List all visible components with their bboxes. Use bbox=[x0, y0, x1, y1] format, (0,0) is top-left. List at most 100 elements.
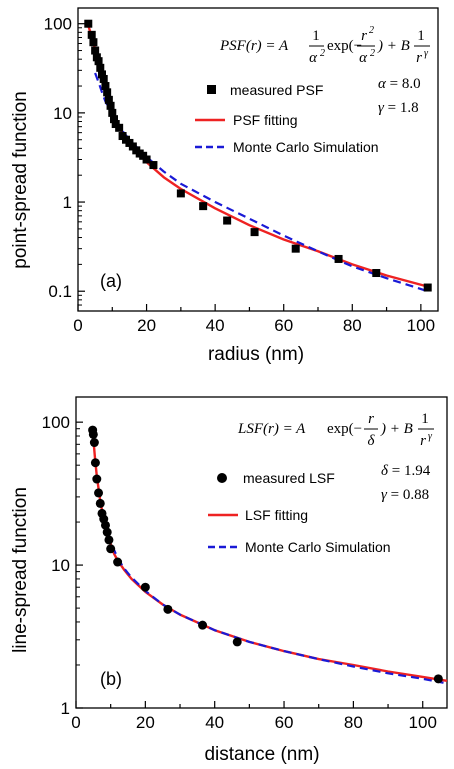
measured-point bbox=[92, 474, 102, 484]
eq-b-frac2-num: r bbox=[368, 411, 374, 427]
y-tick-label: 1 bbox=[63, 193, 72, 212]
x-tick-label: 80 bbox=[343, 316, 362, 335]
y-tick-label: 1 bbox=[61, 699, 70, 718]
param-a-alpha: α = 8.0 bbox=[378, 76, 421, 92]
panel-a-equation: PSF(r) = A 1 α 2 exp(− r 2 α 2 ) + B 1 r… bbox=[219, 25, 430, 66]
eq-b-frac3-den-exp: γ bbox=[428, 431, 433, 442]
eq-b-lhs: LSF(r) = A bbox=[237, 421, 306, 437]
measured-point bbox=[88, 429, 98, 439]
eq-a-frac3-den-exp: γ bbox=[424, 48, 429, 59]
legend-a-measured-label: measured PSF bbox=[230, 82, 323, 98]
eq-b-func: exp(− bbox=[327, 421, 362, 437]
y-tick-label: 100 bbox=[42, 413, 70, 432]
panel-b-label: (b) bbox=[100, 669, 122, 689]
measured-point bbox=[176, 189, 185, 198]
measured-point bbox=[140, 582, 150, 592]
eq-a-close: ) + B bbox=[377, 38, 410, 54]
measured-point bbox=[89, 438, 99, 448]
panel-b-ylabel: line-spread function bbox=[10, 487, 31, 653]
y-tick-label: 10 bbox=[51, 556, 70, 575]
x-tick-label: 20 bbox=[136, 713, 155, 732]
measured-point bbox=[250, 228, 259, 237]
measured-point bbox=[110, 115, 118, 124]
eq-b-frac2-den: δ bbox=[368, 433, 376, 449]
panel-b-legend: measured LSF LSF fitting Monte Carlo Sim… bbox=[208, 470, 391, 555]
measured-point bbox=[94, 488, 104, 498]
panel-b: line-spread function distance (nm) 0 20 40… bbox=[10, 396, 448, 765]
measured-point bbox=[104, 535, 114, 545]
measured-point bbox=[87, 30, 96, 39]
x-tick-label: 0 bbox=[73, 316, 82, 335]
panel-a-params: α = 8.0 γ = 1.8 bbox=[378, 76, 421, 116]
x-tick-label: 0 bbox=[71, 713, 80, 732]
measured-point bbox=[113, 557, 123, 567]
eq-b-close: ) + B bbox=[380, 421, 413, 437]
x-tick-label: 60 bbox=[274, 316, 293, 335]
measured-point bbox=[106, 544, 116, 554]
y-tick-label: 10 bbox=[53, 104, 72, 123]
measured-point bbox=[102, 527, 112, 537]
measured-point bbox=[100, 520, 110, 530]
measured-point bbox=[104, 95, 113, 104]
measured-point bbox=[291, 244, 300, 253]
panel-a-xlabel: radius (nm) bbox=[208, 344, 304, 365]
x-tick-label: 100 bbox=[409, 713, 437, 732]
eq-a-frac2-num-exp: 2 bbox=[369, 25, 374, 36]
measured-point bbox=[98, 70, 106, 79]
measured-point bbox=[108, 108, 117, 117]
param-b-gamma: γ = 0.88 bbox=[381, 487, 429, 503]
measured-point bbox=[101, 82, 110, 91]
y-tick-label: 0.1 bbox=[48, 282, 72, 301]
panel-b-frame bbox=[75, 396, 448, 709]
legend-b-measured-marker bbox=[217, 473, 227, 483]
legend-a-measured-marker bbox=[207, 85, 216, 94]
measured-point bbox=[149, 161, 158, 170]
measured-point bbox=[423, 283, 432, 292]
measured-point bbox=[103, 88, 112, 97]
legend-a-mc-label: Monte Carlo Simulation bbox=[233, 139, 379, 155]
panel-b-ticks: 0 20 40 60 80 100 1 10 100 bbox=[42, 413, 437, 732]
panel-b-plot-area bbox=[88, 425, 448, 684]
measured-point bbox=[84, 19, 93, 28]
x-tick-label: 40 bbox=[206, 316, 225, 335]
eq-a-frac3-num: 1 bbox=[417, 28, 425, 44]
measured-point bbox=[163, 604, 173, 614]
eq-a-frac3-den: r bbox=[416, 50, 422, 66]
measured-point bbox=[96, 63, 105, 72]
eq-a-frac1-den-exp: 2 bbox=[320, 48, 325, 59]
measured-point bbox=[199, 202, 208, 211]
panel-a-ylabel: point-spread function bbox=[10, 91, 31, 268]
measured-point bbox=[89, 38, 98, 47]
eq-a-lhs: PSF(r) = A bbox=[219, 38, 289, 54]
panel-a-ticks: 0 20 40 60 80 100 0.1 1 10 100 bbox=[44, 15, 435, 335]
measured-point bbox=[433, 674, 443, 684]
x-tick-label: 80 bbox=[344, 713, 363, 732]
x-tick-label: 100 bbox=[407, 316, 435, 335]
panel-a: point-spread function radius (nm) 0 20 40 6… bbox=[10, 7, 439, 365]
y-tick-label: 100 bbox=[44, 15, 72, 34]
eq-b-frac3-num: 1 bbox=[421, 411, 429, 427]
panel-a-plot-area bbox=[84, 19, 432, 293]
eq-a-frac1-num: 1 bbox=[312, 28, 320, 44]
measured-point bbox=[94, 57, 103, 66]
measured-point bbox=[95, 498, 105, 508]
panel-b-params: δ = 1.94 γ = 0.88 bbox=[381, 463, 431, 503]
eq-a-frac2-den: α bbox=[359, 50, 368, 66]
measured-point bbox=[106, 101, 115, 110]
measured-point bbox=[142, 155, 151, 164]
param-a-gamma: γ = 1.8 bbox=[378, 100, 419, 116]
param-b-delta: δ = 1.94 bbox=[381, 463, 431, 479]
eq-a-frac2-num: r bbox=[361, 28, 367, 44]
eq-a-frac1-den: α bbox=[309, 50, 318, 66]
legend-b-measured-label: measured LSF bbox=[243, 470, 335, 486]
panel-a-label: (a) bbox=[100, 271, 122, 291]
x-tick-label: 20 bbox=[137, 316, 156, 335]
panel-b-xlabel: distance (nm) bbox=[204, 744, 319, 765]
monte-carlo-curve bbox=[102, 521, 444, 684]
measured-point bbox=[223, 216, 232, 225]
eq-b-frac3-den: r bbox=[420, 433, 426, 449]
eq-a-func: exp(− bbox=[327, 38, 362, 54]
panel-a-legend: measured PSF PSF fitting Monte Carlo Sim… bbox=[195, 82, 379, 155]
measured-point bbox=[115, 123, 124, 132]
